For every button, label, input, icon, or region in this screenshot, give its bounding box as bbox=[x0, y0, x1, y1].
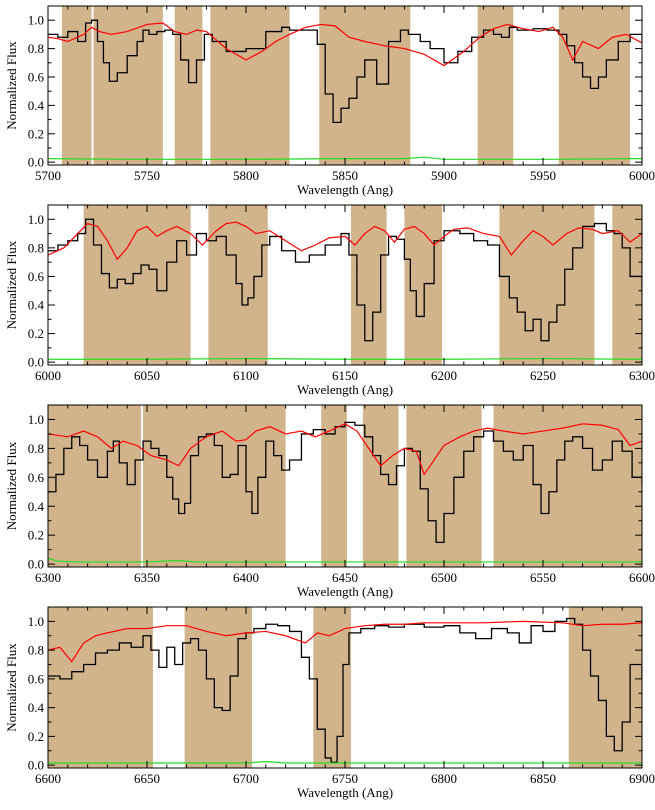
y-tick-label: 0.4 bbox=[28, 499, 45, 514]
x-tick-label: 6200 bbox=[431, 368, 457, 383]
y-tick-label: 0.0 bbox=[28, 557, 44, 572]
x-tick-label: 5850 bbox=[332, 168, 358, 183]
x-axis-label: Wavelength (Ang) bbox=[297, 382, 393, 397]
shaded-region bbox=[210, 6, 290, 165]
y-tick-label: 0.2 bbox=[28, 528, 44, 543]
chart-panel-1: 5700 5750 5800 5850 5900 5950 6000 0.0 0.2 0.4 0.6… bbox=[4, 5, 655, 197]
y-tick-label: 0.6 bbox=[28, 671, 45, 686]
model-spectrum-line bbox=[48, 22, 642, 67]
y-tick-label: 0.8 bbox=[28, 240, 44, 255]
y-tick-label: 0.2 bbox=[28, 126, 44, 141]
residual-line bbox=[48, 156, 642, 160]
x-axis-label: Wavelength (Ang) bbox=[297, 182, 393, 197]
y-tick-label: 0.8 bbox=[28, 441, 44, 456]
observed-spectrum-line bbox=[48, 19, 642, 124]
y-tick-label: 0.8 bbox=[28, 643, 44, 658]
x-tick-label: 5950 bbox=[530, 168, 556, 183]
shaded-region bbox=[208, 205, 268, 365]
residual-line bbox=[48, 557, 642, 563]
x-tick-label: 6300 bbox=[629, 368, 655, 383]
chart-panel-3: 6300 6350 6400 6450 6500 6550 6600 0.0 0.2 0.4 0.6… bbox=[4, 404, 655, 599]
shaded-region bbox=[568, 607, 642, 768]
x-tick-label: 6300 bbox=[35, 570, 61, 585]
shaded-region bbox=[143, 405, 286, 567]
shaded-region bbox=[93, 6, 163, 165]
x-tick-label: 6250 bbox=[530, 368, 556, 383]
y-tick-label: 1.0 bbox=[28, 614, 44, 629]
x-tick-label: 6050 bbox=[134, 368, 160, 383]
x-tick-label: 6350 bbox=[134, 570, 160, 585]
residual-line bbox=[48, 760, 642, 764]
x-tick-label: 6600 bbox=[629, 570, 655, 585]
x-tick-label: 5800 bbox=[233, 168, 259, 183]
x-tick-label: 6900 bbox=[629, 771, 655, 786]
x-tick-label: 6000 bbox=[35, 368, 61, 383]
y-tick-label: 0.2 bbox=[28, 729, 44, 744]
shaded-region bbox=[184, 607, 252, 768]
shaded-region bbox=[499, 205, 595, 365]
model-spectrum-line bbox=[48, 221, 642, 261]
shaded-region bbox=[61, 6, 92, 165]
shaded-region bbox=[362, 405, 399, 567]
x-tick-label: 6700 bbox=[233, 771, 259, 786]
y-tick-label: 1.0 bbox=[28, 412, 44, 427]
chart-panel-4: 6600 6650 6700 6750 6800 6850 6900 0.0 0.2 0.4 0.6… bbox=[4, 606, 655, 800]
x-tick-label: 6500 bbox=[431, 570, 457, 585]
chart-panel-2: 6000 6050 6100 6150 6200 6250 6300 0.0 0.2 0.4 0.6… bbox=[4, 204, 655, 397]
y-tick-label: 0.0 bbox=[28, 758, 44, 773]
shaded-region bbox=[48, 405, 142, 567]
observed-spectrum-line bbox=[48, 617, 642, 763]
x-tick-label: 6850 bbox=[530, 771, 556, 786]
x-axis-label: Wavelength (Ang) bbox=[297, 584, 393, 599]
y-tick-label: 1.0 bbox=[28, 13, 44, 28]
x-tick-label: 5900 bbox=[431, 168, 457, 183]
shaded-region bbox=[493, 405, 642, 567]
y-axis-label: Normalized Flux bbox=[4, 441, 19, 530]
y-tick-label: 0.0 bbox=[28, 355, 44, 370]
x-tick-label: 6000 bbox=[629, 168, 655, 183]
y-axis-label: Normalized Flux bbox=[4, 240, 19, 329]
shaded-region bbox=[48, 607, 153, 768]
shaded-region bbox=[319, 6, 411, 165]
x-tick-label: 6150 bbox=[332, 368, 358, 383]
x-tick-label: 6800 bbox=[431, 771, 457, 786]
observed-spectrum-line bbox=[48, 218, 642, 342]
y-tick-label: 0.2 bbox=[28, 326, 44, 341]
observed-spectrum-line bbox=[48, 421, 642, 544]
y-tick-label: 0.6 bbox=[28, 470, 45, 485]
x-tick-label: 6400 bbox=[233, 570, 259, 585]
y-tick-label: 0.6 bbox=[28, 269, 45, 284]
y-tick-label: 0.6 bbox=[28, 69, 45, 84]
x-tick-label: 6550 bbox=[530, 570, 556, 585]
shaded-region bbox=[612, 205, 642, 365]
x-tick-label: 6450 bbox=[332, 570, 358, 585]
model-spectrum-line bbox=[48, 620, 642, 663]
shaded-region bbox=[313, 607, 351, 768]
y-tick-label: 1.0 bbox=[28, 212, 44, 227]
y-tick-label: 0.0 bbox=[28, 155, 44, 170]
model-spectrum-line bbox=[48, 423, 642, 476]
y-axis-label: Normalized Flux bbox=[4, 41, 19, 130]
x-tick-label: 5750 bbox=[134, 168, 160, 183]
x-axis-label: Wavelength (Ang) bbox=[297, 785, 393, 800]
y-tick-label: 0.4 bbox=[28, 98, 45, 113]
x-tick-label: 6650 bbox=[134, 771, 160, 786]
y-tick-label: 0.8 bbox=[28, 41, 44, 56]
x-tick-label: 6750 bbox=[332, 771, 358, 786]
x-tick-label: 5700 bbox=[35, 168, 61, 183]
x-tick-label: 6100 bbox=[233, 368, 259, 383]
y-tick-label: 0.4 bbox=[28, 298, 45, 313]
y-tick-label: 0.4 bbox=[28, 700, 45, 715]
shaded-region bbox=[558, 6, 631, 165]
y-axis-label: Normalized Flux bbox=[4, 643, 19, 732]
x-tick-label: 6600 bbox=[35, 771, 61, 786]
